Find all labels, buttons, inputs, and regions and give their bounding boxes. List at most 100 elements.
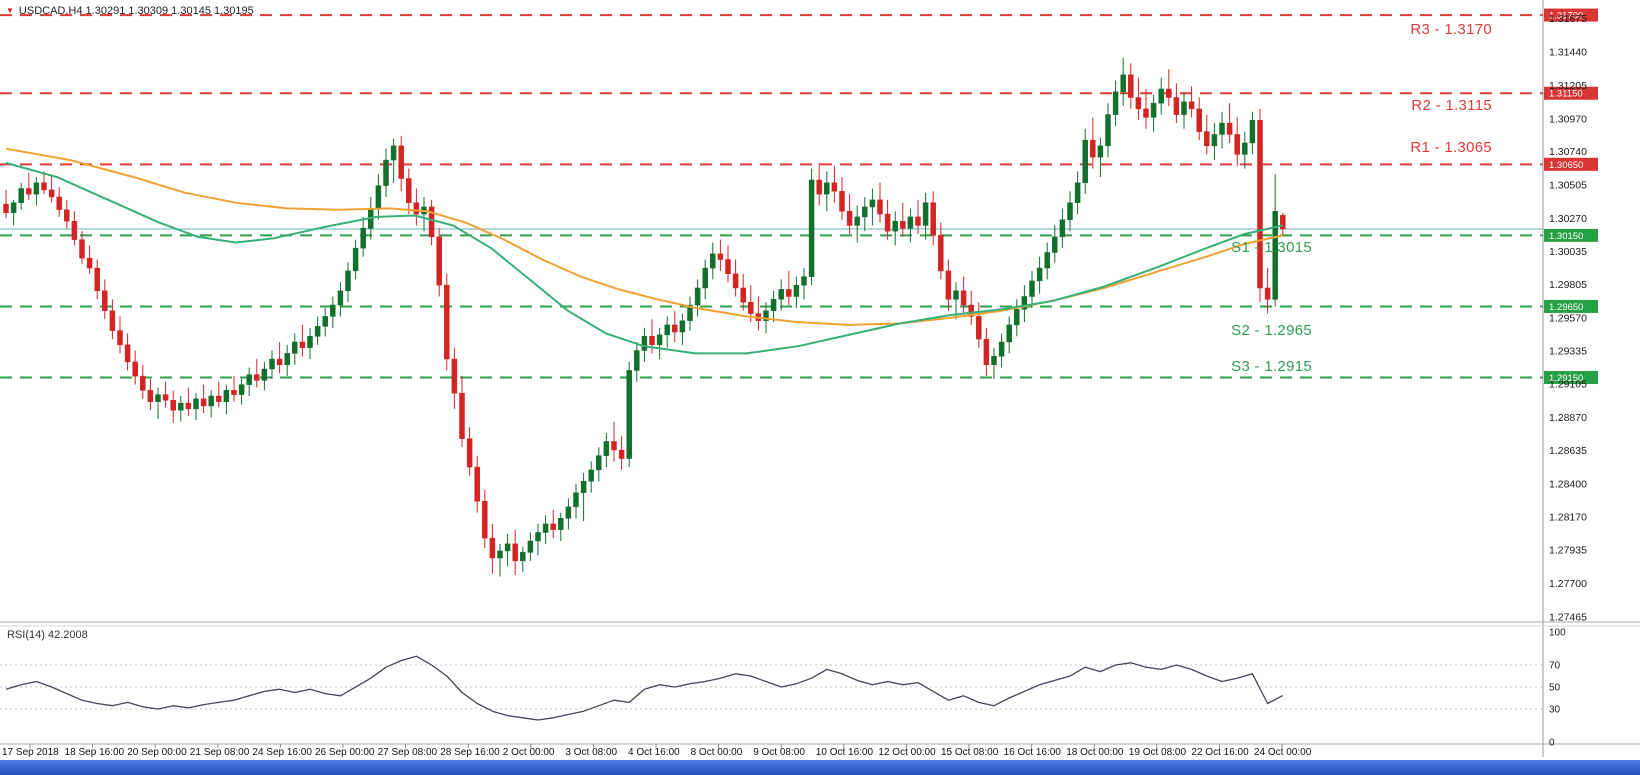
- candle-body: [94, 267, 100, 292]
- candle-body: [345, 270, 351, 292]
- time-axis-label[interactable]: 27 Sep 08:00: [378, 747, 438, 758]
- candle-body: [147, 390, 154, 402]
- candle-body: [223, 390, 230, 402]
- time-axis-label[interactable]: 2 Oct 00:00: [503, 747, 555, 758]
- price-axis-label: 1.27935: [1549, 545, 1587, 557]
- candle-body: [117, 330, 123, 346]
- price-tag-text: 1.29150: [1549, 373, 1583, 384]
- time-axis-label[interactable]: 28 Sep 16:00: [440, 747, 500, 758]
- candle-body: [953, 290, 959, 300]
- candle-body: [307, 336, 313, 348]
- time-axis-label[interactable]: 15 Oct 08:00: [941, 747, 999, 758]
- candle-body: [284, 353, 290, 365]
- candle-body: [960, 290, 967, 306]
- price-axis-label: 1.28870: [1549, 412, 1587, 424]
- candle-body: [968, 304, 974, 317]
- candle-body: [18, 188, 24, 203]
- candle-body: [1150, 102, 1157, 118]
- price-axis-label: 1.27700: [1549, 578, 1587, 590]
- symbol-dropdown-icon[interactable]: ▼: [6, 6, 14, 15]
- pivot-label-s2: S2 - 1.2965: [1231, 322, 1312, 340]
- candle-body: [846, 210, 853, 226]
- time-axis-label[interactable]: 10 Oct 16:00: [816, 747, 874, 758]
- candle-body: [1249, 119, 1256, 144]
- candle-body: [390, 145, 397, 161]
- time-axis-label[interactable]: 26 Sep 00:00: [315, 747, 375, 758]
- candle-body: [1021, 296, 1028, 310]
- candle-body: [603, 441, 610, 456]
- time-axis-label[interactable]: 16 Oct 16:00: [1004, 747, 1062, 758]
- time-axis-label[interactable]: 8 Oct 00:00: [691, 747, 743, 758]
- candle-body: [1173, 97, 1180, 115]
- candle-body: [124, 344, 131, 363]
- candle-body: [877, 199, 883, 215]
- candle-body: [687, 304, 693, 321]
- candle-body: [801, 276, 807, 286]
- time-axis-label[interactable]: 22 Oct 16:00: [1191, 747, 1249, 758]
- rsi-axis-label: 50: [1549, 683, 1561, 694]
- candle-body: [86, 257, 93, 269]
- candle-body: [1014, 309, 1020, 326]
- candle-body: [808, 179, 815, 277]
- candle-body: [998, 341, 1005, 357]
- candle-body: [132, 361, 138, 377]
- candle-body: [1029, 280, 1035, 297]
- candle-body: [527, 540, 534, 553]
- candle-body: [459, 392, 465, 439]
- candle-body: [930, 202, 936, 236]
- candle-body: [862, 206, 868, 218]
- time-axis-label[interactable]: 3 Oct 08:00: [565, 747, 617, 758]
- candle-body: [155, 394, 161, 402]
- price-tag-s2: [1544, 299, 1598, 313]
- candle-body: [1097, 145, 1104, 158]
- taskbar-strip: [0, 760, 1640, 775]
- time-axis-label[interactable]: 9 Oct 08:00: [753, 747, 805, 758]
- time-axis-label[interactable]: 21 Sep 08:00: [190, 747, 250, 758]
- candle-body: [102, 290, 108, 311]
- rsi-axis-label: 70: [1549, 661, 1561, 672]
- time-axis-label[interactable]: 18 Oct 00:00: [1066, 747, 1124, 758]
- price-axis-label: 1.29335: [1549, 346, 1587, 358]
- price-tag-s3: [1544, 371, 1598, 385]
- candle-body: [1052, 236, 1058, 253]
- candle-body: [748, 301, 754, 314]
- candle-body: [1158, 88, 1164, 104]
- candle-body: [565, 506, 572, 519]
- time-axis-label[interactable]: 24 Oct 00:00: [1254, 747, 1312, 758]
- candle-body: [656, 334, 663, 346]
- candle-body: [770, 299, 777, 311]
- candle-body: [269, 358, 275, 370]
- candle-body: [854, 216, 860, 226]
- price-tag-text: 1.30650: [1549, 160, 1583, 171]
- candle-body: [900, 220, 906, 229]
- candle-body: [1105, 114, 1111, 147]
- candle-body: [238, 384, 245, 395]
- candle-body: [634, 350, 640, 371]
- pivot-label-s3: S3 - 1.2915: [1231, 357, 1312, 375]
- candle-body: [375, 185, 382, 209]
- time-axis-label[interactable]: 20 Sep 00:00: [127, 747, 187, 758]
- candle-body: [1257, 119, 1263, 289]
- candle-body: [322, 316, 328, 327]
- price-tag-s1: [1544, 228, 1598, 242]
- candle-body: [1181, 101, 1187, 115]
- time-axis-label[interactable]: 12 Oct 00:00: [878, 747, 936, 758]
- price-tag-text: 1.31150: [1549, 89, 1583, 100]
- candle-body: [64, 209, 70, 222]
- rsi-axis-label: 0: [1549, 738, 1555, 749]
- candle-body: [580, 481, 587, 493]
- candle-body: [33, 182, 40, 195]
- price-axis-label: 1.30970: [1549, 113, 1587, 125]
- time-axis-label[interactable]: 19 Oct 08:00: [1129, 747, 1187, 758]
- time-axis-label[interactable]: 18 Sep 16:00: [65, 747, 125, 758]
- time-axis-label[interactable]: 24 Sep 16:00: [252, 747, 312, 758]
- candle-body: [178, 402, 184, 411]
- candle-body: [793, 284, 800, 297]
- time-axis-label[interactable]: 17 Sep 2018: [2, 747, 59, 758]
- candle-body: [451, 358, 458, 394]
- price-axis-label: 1.30740: [1549, 146, 1587, 158]
- candle-body: [1234, 134, 1240, 155]
- time-axis-label[interactable]: 4 Oct 16:00: [628, 747, 680, 758]
- candle-body: [71, 220, 78, 240]
